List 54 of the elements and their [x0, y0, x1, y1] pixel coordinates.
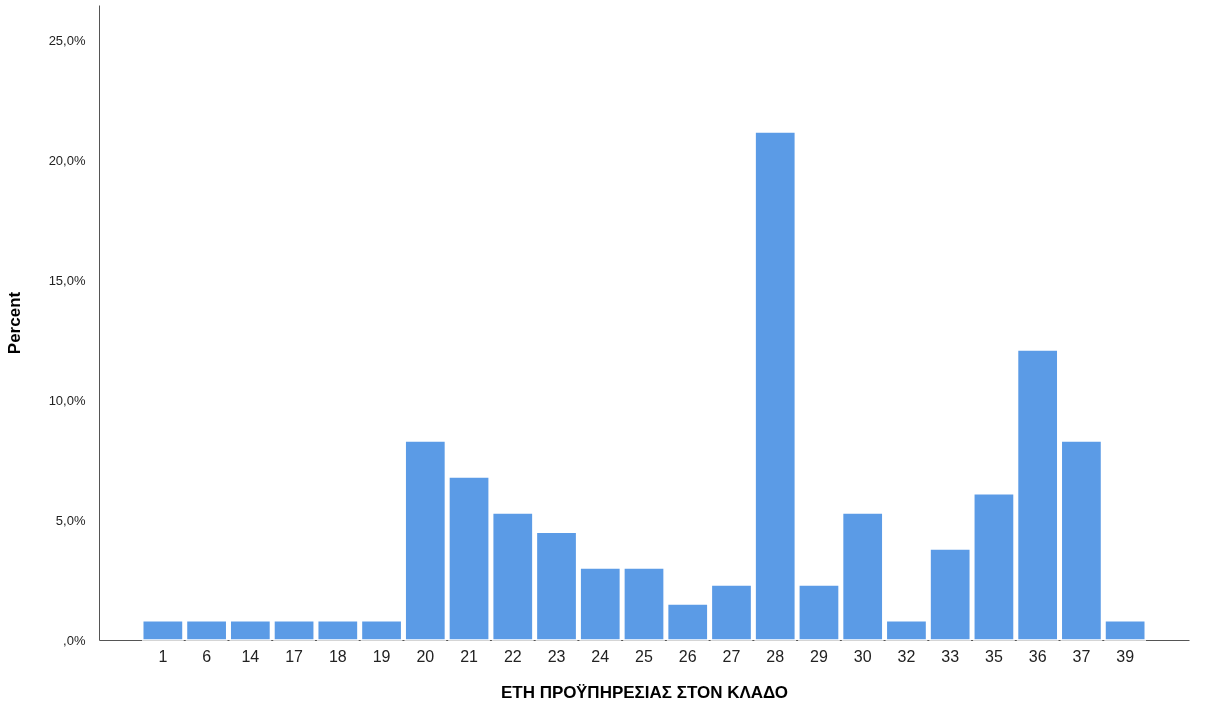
x-tick-label: 14: [241, 647, 260, 665]
bar: [404, 440, 447, 641]
bar: [273, 620, 315, 641]
x-tick-label: 36: [1028, 647, 1047, 665]
bar: [185, 620, 228, 641]
x-tick-label: 24: [591, 647, 610, 665]
bar: [754, 131, 797, 641]
x-tick-label: 39: [1116, 647, 1135, 665]
x-tick-label: 27: [722, 647, 741, 665]
y-tick-label: 20,0%: [48, 153, 86, 169]
x-tick-label: 18: [328, 647, 347, 665]
x-tick-label: 30: [853, 647, 872, 665]
x-tick-label: 23: [547, 647, 566, 665]
x-tick-label: 32: [897, 647, 916, 665]
x-tick-label: 19: [372, 647, 391, 665]
bar: [929, 548, 972, 641]
x-tick-label: 28: [766, 647, 785, 665]
x-tick-label: 22: [503, 647, 522, 665]
bar: [535, 531, 578, 641]
x-tick-label: 6: [202, 647, 212, 665]
x-tick-label: 17: [285, 647, 304, 665]
y-axis-title: Percent: [4, 291, 24, 355]
bar: [666, 603, 709, 641]
x-tick-label: 21: [460, 647, 479, 665]
x-tick-label: 1: [158, 647, 168, 665]
bar: [141, 620, 184, 641]
bar: [491, 512, 534, 641]
y-tick-label: 10,0%: [48, 392, 86, 408]
bar: [623, 567, 665, 641]
y-tick-label: 15,0%: [48, 273, 86, 289]
bar: [710, 584, 753, 641]
x-tick-label: 35: [985, 647, 1003, 665]
y-tick-label: ,0%: [63, 632, 86, 648]
x-tick-label: 37: [1072, 647, 1091, 665]
bar: [360, 620, 403, 641]
x-tick-label: 20: [416, 647, 435, 665]
bar: [579, 567, 622, 641]
y-tick-label: 5,0%: [55, 512, 86, 528]
x-tick-label: 33: [941, 647, 960, 665]
bar: [229, 620, 272, 641]
bar: [448, 476, 490, 641]
bar: [1060, 440, 1103, 641]
bar: [316, 620, 359, 641]
x-tick-label: 25: [635, 647, 653, 665]
bar: [885, 620, 928, 641]
x-tick-label: 26: [678, 647, 697, 665]
bar: [841, 512, 884, 641]
bar: [973, 493, 1015, 641]
bar: [1104, 620, 1147, 641]
x-axis-title: ΕΤΗ ΠΡΟΫΠΗΡΕΣΙΑΣ ΣΤΟΝ ΚΛΑΔΟ: [500, 682, 789, 702]
bar: [798, 584, 840, 641]
bar: [1016, 349, 1059, 641]
y-tick-label: 25,0%: [48, 33, 86, 49]
x-tick-label: 29: [810, 647, 828, 665]
